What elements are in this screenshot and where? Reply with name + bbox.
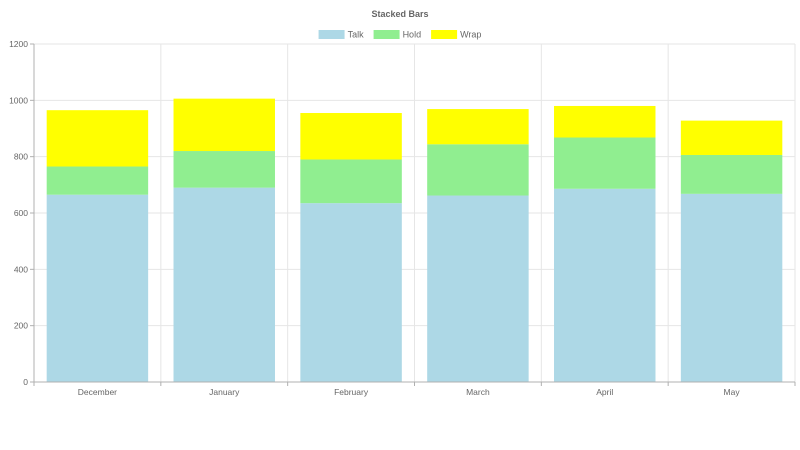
x-axis-ticks: December January February March April May [33,382,796,397]
bar-january-hold [173,151,275,188]
x-tick-label-february: February [334,387,369,397]
y-axis-ticks: 0 200 400 600 800 1000 1200 [9,39,34,387]
legend-swatch-hold [373,30,400,39]
y-tick-label-200: 200 [14,321,28,331]
bar-march-wrap [427,109,529,145]
bar-december-talk [46,194,149,382]
legend-swatch-wrap [431,30,458,39]
gridlines [34,43,796,382]
bar-may-hold [680,154,783,194]
x-tick-label-may: May [724,387,741,397]
legend-label-hold: Hold [403,30,422,40]
y-tick-label-1000: 1000 [9,95,28,105]
legend: Talk Hold Wrap [318,30,481,40]
y-tick-label-1200: 1200 [9,39,28,49]
bars [46,98,783,382]
bar-april-talk [554,188,656,382]
bar-february-hold [300,159,402,204]
bar-may-wrap [680,120,783,155]
x-tick-label-april: April [596,387,613,397]
chart-title: Stacked Bars [371,9,428,19]
bar-march-hold [427,144,529,196]
y-tick-label-800: 800 [14,152,28,162]
bar-december-hold [46,166,149,195]
y-tick-label-400: 400 [14,264,28,274]
bar-april-wrap [554,105,656,138]
legend-swatch-talk [318,30,345,39]
bar-march-talk [427,195,529,382]
x-tick-label-march: March [466,387,490,397]
y-tick-label-0: 0 [23,377,28,387]
bar-february-talk [300,203,402,382]
x-tick-label-january: January [209,387,240,397]
bar-may-talk [680,193,783,382]
y-tick-label-600: 600 [14,208,28,218]
legend-label-wrap: Wrap [460,30,481,40]
legend-label-talk: Talk [348,30,365,40]
bar-december-wrap [46,110,149,167]
bar-january-wrap [173,98,275,152]
x-tick-label-december: December [78,387,117,397]
bar-january-talk [173,187,275,382]
bar-february-wrap [300,113,402,160]
bar-april-hold [554,137,656,189]
